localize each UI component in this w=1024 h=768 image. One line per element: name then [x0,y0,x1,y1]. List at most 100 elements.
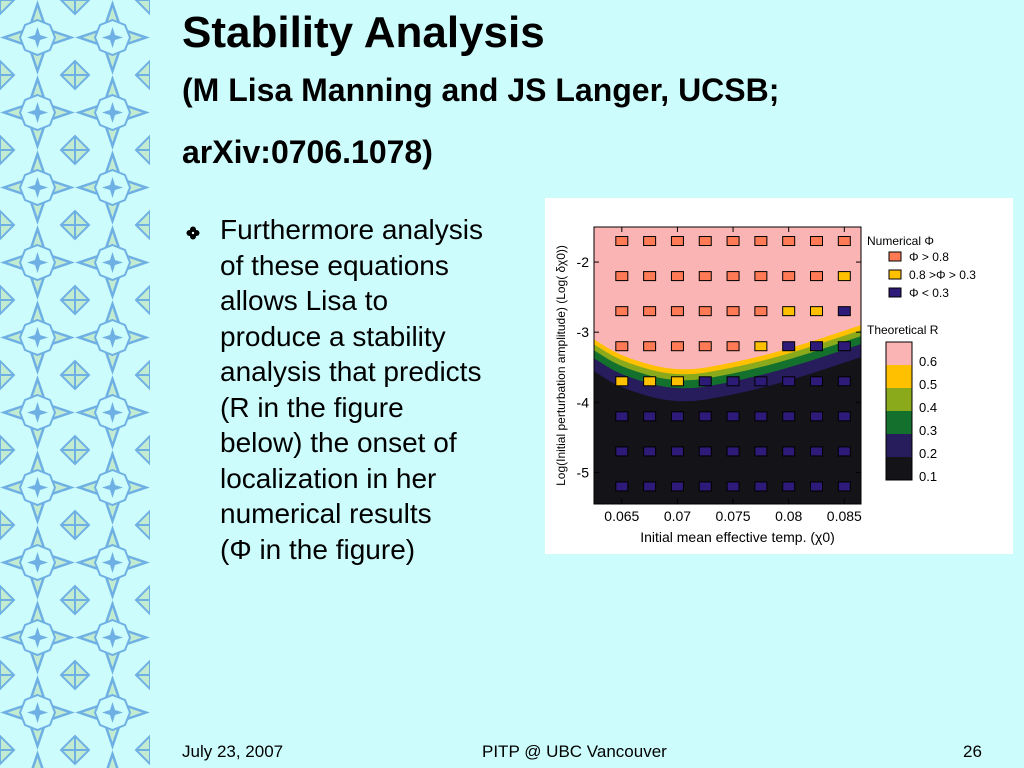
footer-date: July 23, 2007 [182,742,284,761]
numerical-point [810,271,823,282]
y-tick-label: -2 [577,254,590,270]
bullet-line: (R in the figure [220,391,404,423]
numerical-point [810,376,823,387]
numerical-point [670,481,684,492]
numerical-point [615,376,629,387]
bullet-line: numerical results [220,498,432,529]
bullet-line: produce a stability [220,320,446,352]
colorbar-segment [886,365,912,388]
colorbar-label: 0.6 [919,354,937,369]
numerical-point [643,376,657,387]
numerical-point [754,306,768,317]
bullet-line: allows Lisa to [220,285,389,316]
x-tick-label: 0.075 [716,508,751,524]
numerical-point [782,341,796,352]
numerical-point [670,271,684,282]
footer-venue: PITP @ UBC Vancouver [482,742,667,761]
numerical-point [615,341,629,352]
y-tick-label: -3 [577,324,590,340]
colorbar-segment [886,457,912,480]
numerical-point [643,271,657,282]
slide-title: Stability Analysis [182,8,545,57]
numerical-point [698,341,712,352]
bullet-item: Furthermore analysis of these equations al… [186,212,546,567]
colorbar-frame [885,341,913,481]
colorbar-segment [886,434,912,457]
numerical-point [754,446,768,457]
numerical-point [698,411,712,422]
numerical-point [615,236,629,247]
numerical-legend-swatch [888,269,902,280]
bullet-line: localization in her [220,462,437,494]
numerical-point [782,446,796,457]
numerical-point [698,481,712,492]
colorbar-label: 0.2 [919,446,937,461]
numerical-point [670,446,684,457]
colorbar-label: 0.3 [919,423,937,438]
numerical-point [670,376,684,387]
colorbar-label: 0.5 [919,377,937,392]
numerical-point [726,236,740,247]
bullet-line: (Φ in the figure) [220,533,416,565]
numerical-point [810,411,823,422]
numerical-point [726,481,740,492]
numerical-point [837,236,851,247]
numerical-point [726,376,740,387]
numerical-point [782,411,796,422]
footer-page-number: 26 [963,742,982,761]
numerical-point [754,411,768,422]
numerical-point [782,236,796,247]
numerical-point [726,306,740,317]
numerical-point [837,481,851,492]
numerical-point [810,481,823,492]
numerical-legend-title: Numerical Φ [867,234,934,248]
numerical-point [810,236,823,247]
decorative-pattern-strip [0,0,150,768]
numerical-point [615,481,629,492]
numerical-point [754,481,768,492]
colorbar-segment [886,411,912,434]
numerical-legend-label: 0.8 >Φ > 0.3 [909,268,976,282]
numerical-point [810,306,823,317]
numerical-point [837,306,851,317]
numerical-legend-swatch [888,251,902,262]
x-axis-label: Initial mean effective temp. (χ0) [640,529,835,545]
contour-region-r-01 [594,357,861,504]
numerical-point [698,306,712,317]
slide-subtitle-line-2: arXiv:0706.1078) [182,134,433,170]
numerical-point [643,306,657,317]
y-tick-label: -4 [577,394,590,410]
numerical-point [643,236,657,247]
x-tick-label: 0.065 [604,508,639,524]
numerical-point [643,446,657,457]
numerical-point [782,481,796,492]
numerical-point [615,446,629,457]
colorbar-label: 0.4 [919,400,937,415]
bullet-line: Furthermore analysis [220,214,483,245]
numerical-point [810,446,823,457]
numerical-point [670,411,684,422]
bullet-line: analysis that predicts [220,356,482,387]
numerical-point [754,271,768,282]
numerical-point [643,411,657,422]
numerical-point [754,236,768,247]
bullet-line: below) the onset of [220,427,457,458]
plot-frame [593,226,862,505]
y-axis-label: Log(Initial perturbation amplitude) (Log… [554,245,568,486]
numerical-point [643,481,657,492]
colorbar-segment [886,342,912,365]
numerical-point [837,446,851,457]
y-tick-label: -5 [577,464,590,480]
numerical-point [754,341,768,352]
numerical-point [698,236,712,247]
numerical-legend-swatch [888,287,902,298]
x-tick-label: 0.07 [664,508,691,524]
numerical-point [615,411,629,422]
numerical-point [726,411,740,422]
numerical-point [810,341,823,352]
numerical-point [698,446,712,457]
numerical-point [615,306,629,317]
numerical-point [643,341,657,352]
numerical-point [782,376,796,387]
stability-chart: 0.065 0.07 0.075 0.08 0.085 -2 -3 -4 -5 Initial m… [554,226,976,545]
